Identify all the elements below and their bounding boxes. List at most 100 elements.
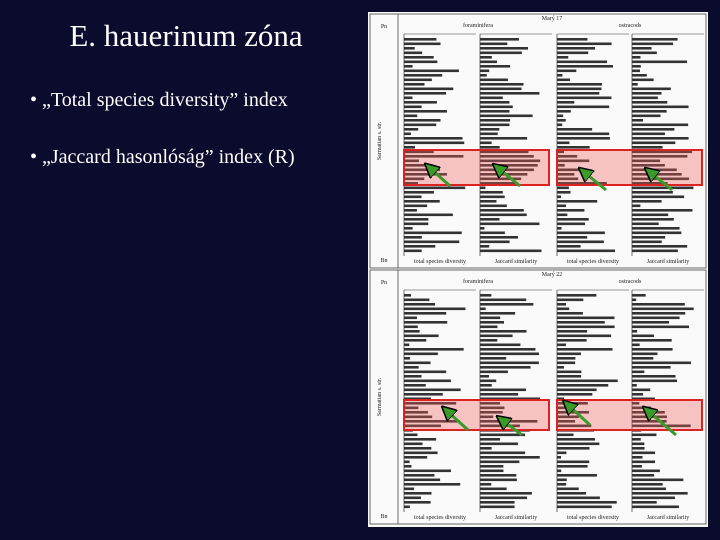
bar-texture [557,83,603,86]
stratum-label: Bn [380,514,387,520]
bar-texture [557,321,605,324]
bar-texture [480,150,529,154]
bar-texture [557,42,612,46]
column-label: total species diversity [567,259,619,265]
bar-texture [557,334,612,338]
bar-texture [404,348,464,351]
bar-texture [480,321,505,324]
bar-texture [557,213,568,217]
bar-texture [480,505,515,509]
bar-texture [404,478,441,482]
bar-texture [404,469,452,473]
bar-texture [404,222,429,226]
bar-texture [557,451,567,455]
bar-texture [404,218,429,221]
bar-texture [632,352,658,356]
bar-texture [632,460,656,464]
bar-texture [404,245,436,248]
bar-texture [480,195,505,199]
arrow [650,172,673,192]
column-label: Jaccard similarity [495,259,537,265]
bar-texture [480,155,534,158]
bar-texture [404,325,418,329]
bar-texture [557,231,605,235]
bar-texture [557,69,577,73]
panel-title: Marý 17 [542,16,563,22]
bar-texture [632,496,675,500]
bar-texture [632,222,659,226]
bar-texture [404,321,448,324]
bar-texture [480,411,503,414]
bar-texture [632,424,691,428]
bar-texture [557,191,571,194]
bar-texture [480,370,508,374]
bar-texture [557,110,571,113]
bar-texture [557,388,597,392]
bar-texture [404,69,459,73]
bar-texture [557,245,581,248]
bar-texture [480,343,521,347]
column-label: Jaccard similarity [495,515,537,521]
bar-texture [480,249,542,253]
highlight-box [556,149,703,186]
bar-texture [404,204,428,208]
bar-texture [557,447,590,450]
bar-texture [480,101,510,104]
bar-texture [480,294,492,297]
bar-texture [557,483,567,486]
bar-texture [632,325,689,329]
bar-texture [404,384,426,387]
bar-texture [480,492,532,495]
bar-texture [404,119,441,122]
bar-texture [480,96,503,100]
bar-texture [632,78,654,82]
bar-texture [632,505,679,509]
bar-texture [404,330,420,333]
bar-texture [480,406,505,410]
bar-texture [404,42,441,46]
bar-texture [480,415,494,419]
bar-texture [404,357,411,360]
bar-texture [480,78,508,82]
bar-texture [480,56,492,59]
bar-texture [480,487,507,491]
bar-texture [557,375,582,378]
group-label: ostracods [619,279,642,285]
bar-texture [557,469,562,473]
bar-texture [632,379,678,383]
bar-texture [480,393,519,396]
bar-texture [632,123,689,127]
bar-texture [557,60,608,64]
bar-texture [557,505,612,509]
bar-texture [632,487,666,491]
bar-texture [404,465,412,468]
bar-texture [404,200,440,203]
bar-texture [632,321,670,324]
highlight-box [403,399,550,431]
bar-texture [632,245,688,248]
arrow [498,168,521,188]
bar-texture [404,60,438,64]
bar-texture [557,137,610,140]
bar-texture [632,96,658,100]
bar-texture [557,173,575,176]
bar-texture [404,393,443,396]
bar-texture [557,352,581,356]
bar-texture [404,370,447,374]
bar-texture [632,370,645,374]
bar-texture [404,438,437,441]
bar-texture [404,213,453,217]
bar-texture [480,231,505,235]
bar-texture [480,451,526,455]
bar-texture [480,209,524,212]
bar-texture [632,469,660,473]
bar-texture [632,132,665,136]
bar-texture [557,164,565,167]
bar-texture [557,186,569,190]
bar-texture [480,307,486,311]
bar-texture [632,465,642,468]
bar-texture [404,209,417,212]
bar-texture [557,128,593,131]
bar-texture [404,191,434,194]
bar-texture [632,200,662,203]
